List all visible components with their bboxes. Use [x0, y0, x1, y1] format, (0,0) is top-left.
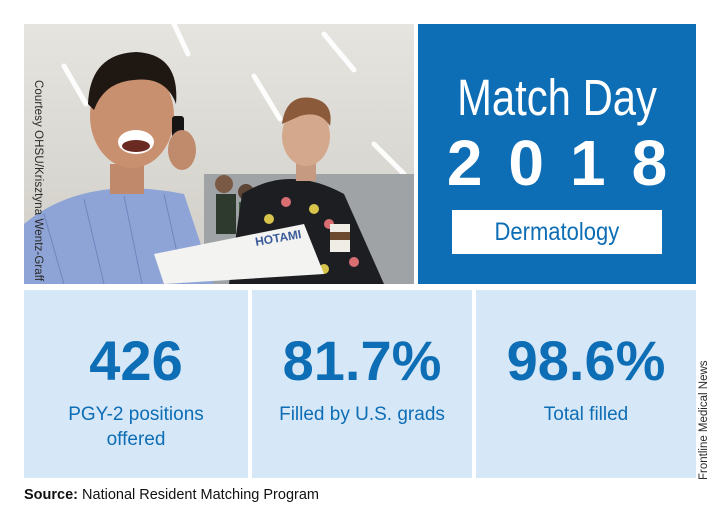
source-label: Source: [24, 487, 78, 503]
specialty-label: Dermatology [494, 218, 620, 246]
stat-label-line2: offered [106, 429, 166, 450]
photo-illustration: HOTAMI [24, 24, 414, 284]
specialty-badge: Dermatology [452, 210, 662, 254]
stat-label: Total filled [476, 402, 696, 427]
stat-value: 426 [89, 329, 183, 392]
stat-value: 98.6% [506, 329, 666, 392]
title-panel: Match Day 2018 Dermatology [418, 24, 696, 284]
stat-value: 81.7% [282, 329, 442, 392]
title-year: 2018 [446, 127, 694, 199]
stat-total-filled: 98.6% Total filled [476, 290, 696, 478]
stat-us-grads: 81.7% Filled by U.S. grads [252, 290, 472, 478]
title-match-day: Match Day [457, 69, 657, 126]
source-line: Source: National Resident Matching Progr… [24, 487, 319, 503]
match-day-photo: HOTAMI [24, 24, 414, 284]
stat-label-line1: PGY-2 positions [68, 404, 204, 425]
stat-label-line1: Filled by U.S. grads [279, 404, 445, 425]
publisher-credit: Frontline Medical News [698, 360, 710, 480]
source-text: National Resident Matching Program [82, 487, 319, 503]
photo-credit: Courtesy OHSU/Krisztyna Wentz-Graff [32, 80, 44, 282]
stat-label: Filled by U.S. grads [252, 402, 472, 427]
stat-label: PGY-2 positions offered [24, 402, 248, 452]
stat-label-line1: Total filled [543, 404, 629, 425]
stat-positions-offered: 426 PGY-2 positions offered [24, 290, 248, 478]
